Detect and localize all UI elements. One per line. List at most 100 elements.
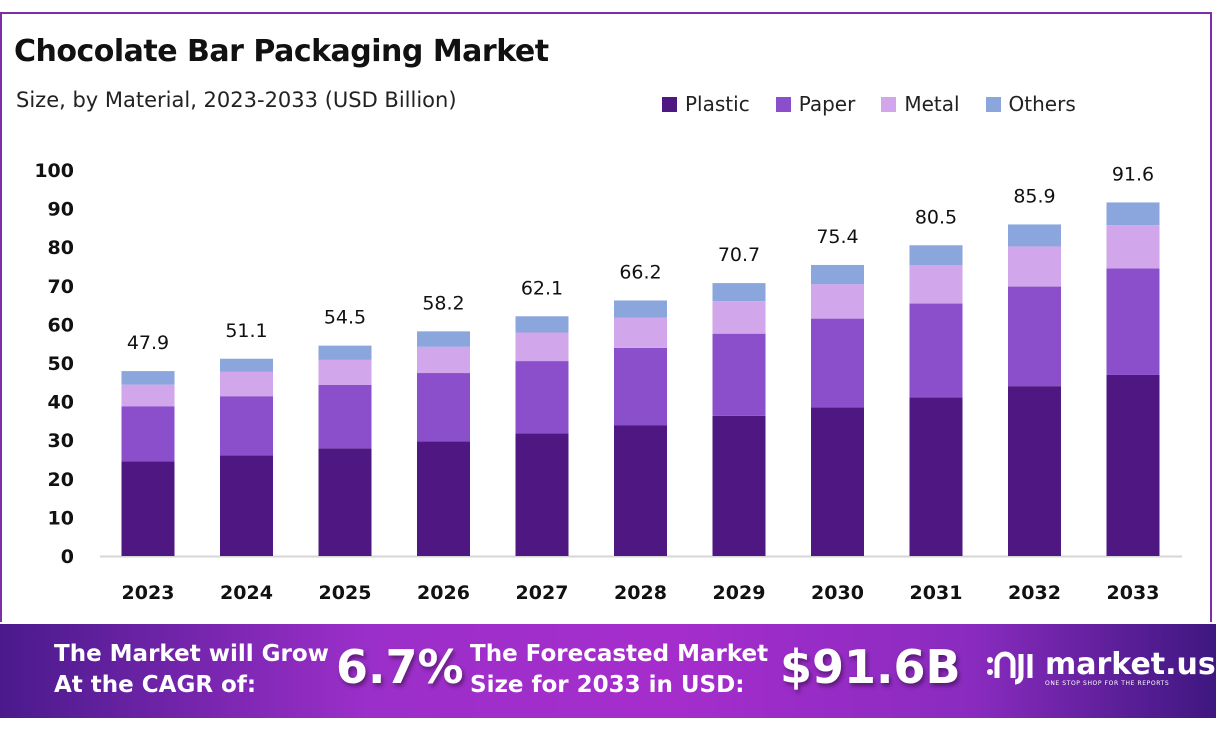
bar-segment-metal-2025 bbox=[318, 359, 372, 386]
cagr-label-line-1: The Market will Grow bbox=[54, 641, 329, 667]
legend-swatch bbox=[985, 96, 1001, 112]
legend-item-others: Others bbox=[985, 92, 1076, 116]
y-tick-label: 20 bbox=[48, 469, 74, 491]
bar-segment-paper-2029 bbox=[712, 333, 766, 416]
bar-segment-paper-2032 bbox=[1008, 286, 1061, 387]
bar-segment-others-2025 bbox=[318, 345, 372, 360]
total-label-2032: 85.9 bbox=[1013, 185, 1055, 207]
bar-segment-paper-2030 bbox=[811, 318, 864, 408]
x-tick-label: 2033 bbox=[1107, 582, 1160, 604]
bar-segment-metal-2026 bbox=[417, 346, 470, 374]
forecast-label: The Forecasted Market Size for 2033 in U… bbox=[470, 639, 768, 701]
legend-label: Metal bbox=[904, 92, 960, 116]
total-label-2033: 91.6 bbox=[1112, 163, 1154, 185]
bar-segment-metal-2024 bbox=[220, 371, 273, 397]
y-tick-label: 60 bbox=[48, 314, 74, 336]
forecast-label-line-2: Size for 2033 in USD: bbox=[470, 672, 745, 698]
bar-segment-paper-2026 bbox=[417, 373, 470, 442]
x-tick-label: 2030 bbox=[811, 582, 864, 604]
total-label-2029: 70.7 bbox=[718, 244, 760, 266]
bar-segment-others-2029 bbox=[712, 283, 766, 302]
bar-segment-paper-2023 bbox=[121, 406, 175, 462]
bar-segment-others-2032 bbox=[1008, 224, 1061, 247]
legend-label: Paper bbox=[798, 92, 856, 116]
bar-segment-plastic-2032 bbox=[1008, 386, 1061, 556]
bar-segment-plastic-2025 bbox=[318, 448, 372, 556]
legend-item-plastic: Plastic bbox=[662, 92, 750, 116]
cagr-label-line-2: At the CAGR of: bbox=[54, 672, 257, 698]
market-us-logo: market.us ONE STOP SHOP FOR THE REPORTS bbox=[985, 648, 1216, 688]
y-tick-label: 40 bbox=[48, 392, 74, 414]
bar-segment-plastic-2023 bbox=[121, 461, 175, 556]
bar-segment-metal-2027 bbox=[515, 332, 569, 362]
bar-segment-paper-2024 bbox=[220, 396, 273, 456]
x-tick-label: 2032 bbox=[1008, 582, 1061, 604]
bar-segment-paper-2033 bbox=[1106, 268, 1160, 375]
chart-subtitle: Size, by Material, 2023-2033 (USD Billio… bbox=[16, 88, 457, 112]
y-tick-label: 50 bbox=[48, 353, 74, 375]
bar-segment-metal-2031 bbox=[909, 265, 963, 304]
total-label-2024: 51.1 bbox=[225, 320, 267, 342]
bar-segment-metal-2029 bbox=[712, 301, 766, 334]
bar-segment-others-2030 bbox=[811, 264, 864, 285]
bar-segment-others-2031 bbox=[909, 245, 963, 266]
total-label-2030: 75.4 bbox=[816, 226, 858, 248]
legend-swatch bbox=[775, 96, 791, 112]
y-tick-label: 70 bbox=[48, 276, 74, 298]
x-tick-label: 2031 bbox=[910, 582, 963, 604]
bar-segment-others-2033 bbox=[1106, 202, 1160, 226]
bar-segment-metal-2033 bbox=[1106, 225, 1160, 269]
x-tick-label: 2028 bbox=[614, 582, 667, 604]
total-label-2027: 62.1 bbox=[521, 277, 563, 299]
bar-segment-plastic-2026 bbox=[417, 441, 470, 556]
legend: Plastic Paper Metal Others bbox=[662, 92, 1076, 116]
total-label-2028: 66.2 bbox=[619, 261, 661, 283]
total-label-2031: 80.5 bbox=[915, 206, 957, 228]
x-tick-label: 2026 bbox=[417, 582, 470, 604]
bar-segment-plastic-2030 bbox=[811, 407, 864, 556]
bar-segment-plastic-2028 bbox=[614, 425, 667, 556]
y-tick-label: 10 bbox=[48, 507, 74, 529]
x-tick-label: 2025 bbox=[319, 582, 372, 604]
bar-segment-others-2024 bbox=[220, 358, 273, 372]
stacked-bar-chart: 010203040506070809010047.9202351.1202454… bbox=[34, 160, 1182, 604]
cagr-label: The Market will Grow At the CAGR of: bbox=[54, 639, 329, 701]
x-tick-label: 2027 bbox=[516, 582, 569, 604]
bar-segment-metal-2023 bbox=[121, 384, 175, 407]
forecast-label-line-1: The Forecasted Market bbox=[470, 641, 769, 667]
bar-segment-plastic-2033 bbox=[1106, 374, 1160, 556]
legend-label: Others bbox=[1008, 92, 1076, 116]
bar-segment-paper-2027 bbox=[515, 361, 569, 434]
chart-title: Chocolate Bar Packaging Market bbox=[14, 34, 549, 69]
x-tick-label: 2024 bbox=[220, 582, 273, 604]
y-tick-label: 100 bbox=[34, 160, 74, 182]
logo-tagline: ONE STOP SHOP FOR THE REPORTS bbox=[1045, 679, 1170, 687]
y-tick-label: 30 bbox=[48, 430, 74, 452]
cagr-value: 6.7% bbox=[336, 640, 464, 694]
bar-segment-plastic-2027 bbox=[515, 433, 569, 556]
bar-segment-others-2028 bbox=[614, 300, 667, 318]
logo-name: market.us bbox=[1045, 646, 1216, 682]
forecast-value: $91.6B bbox=[780, 640, 961, 694]
bar-segment-metal-2032 bbox=[1008, 246, 1061, 287]
legend-item-paper: Paper bbox=[775, 92, 856, 116]
bar-segment-others-2027 bbox=[515, 316, 569, 333]
bar-segment-metal-2030 bbox=[811, 284, 864, 319]
chart-frame bbox=[0, 12, 1212, 622]
bar-segment-others-2026 bbox=[417, 331, 470, 347]
logo-icon bbox=[987, 651, 1033, 685]
bar-segment-others-2023 bbox=[121, 371, 175, 385]
bar-segment-paper-2031 bbox=[909, 303, 963, 398]
x-tick-label: 2023 bbox=[122, 582, 175, 604]
legend-swatch bbox=[662, 96, 677, 112]
total-label-2025: 54.5 bbox=[324, 307, 366, 329]
bar-segment-paper-2028 bbox=[614, 347, 667, 426]
total-label-2026: 58.2 bbox=[422, 292, 464, 314]
x-tick-label: 2029 bbox=[713, 582, 766, 604]
y-tick-label: 80 bbox=[48, 237, 74, 259]
legend-item-metal: Metal bbox=[881, 92, 960, 116]
bar-segment-plastic-2029 bbox=[712, 415, 766, 556]
bar-segment-paper-2025 bbox=[318, 385, 372, 449]
y-tick-label: 0 bbox=[61, 546, 74, 568]
bar-segment-plastic-2031 bbox=[909, 397, 963, 556]
